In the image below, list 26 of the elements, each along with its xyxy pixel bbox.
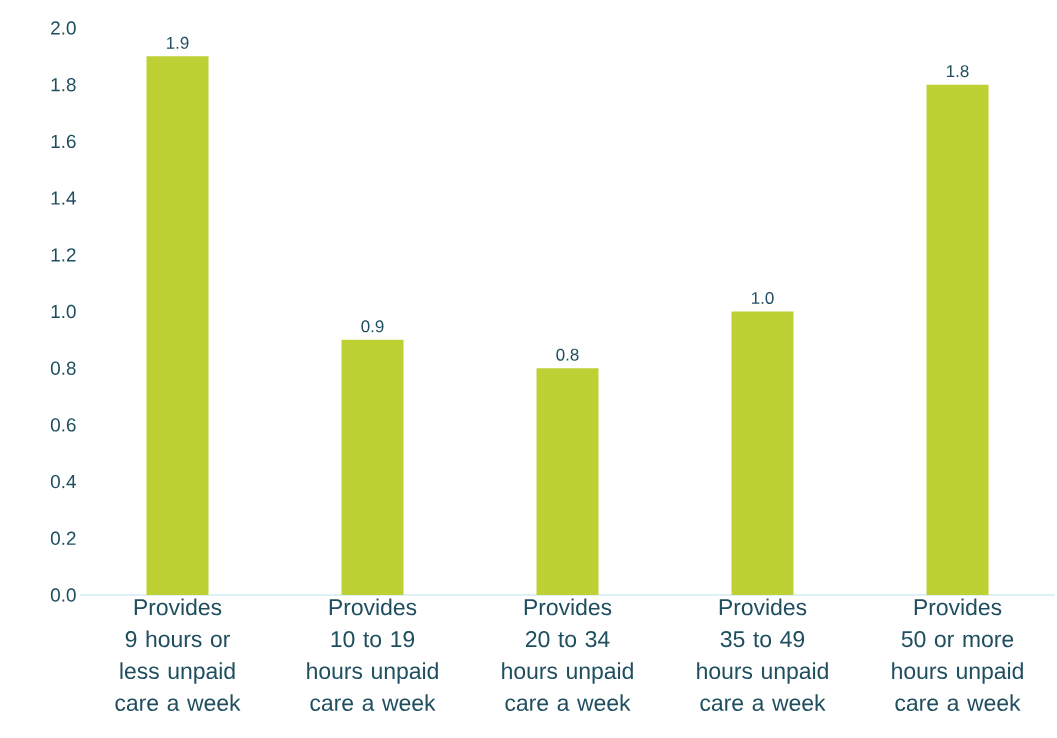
bar xyxy=(341,339,404,595)
data-label: 1.0 xyxy=(752,291,774,304)
x-tick-label: Provides 20 to 34 hours unpaid care a week xyxy=(502,598,633,711)
y-tick-label: 0.8 xyxy=(50,361,76,375)
bar xyxy=(536,368,599,595)
x-tick-label: Provides 10 to 19 hours unpaid care a week xyxy=(307,598,438,711)
y-tick-label: 0.2 xyxy=(50,531,76,545)
data-label: 1.9 xyxy=(167,36,189,49)
y-tick-label: 0.4 xyxy=(50,474,76,489)
y-tick-label: 1.4 xyxy=(51,191,76,205)
y-tick-label: 0.0 xyxy=(50,588,76,602)
bar xyxy=(731,311,794,595)
data-label: 0.8 xyxy=(556,348,579,361)
y-tick-label: 0.6 xyxy=(50,418,76,432)
y-tick-label: 1.6 xyxy=(51,134,76,149)
data-label: 1.8 xyxy=(947,65,969,78)
x-tick-label: Provides 50 or more hours unpaid care a week xyxy=(892,598,1023,711)
x-tick-label: Provides 9 hours or less unpaid care a week xyxy=(115,598,241,711)
y-tick-label: 1.2 xyxy=(51,248,76,262)
y-tick-label: 2.0 xyxy=(51,21,76,35)
bar xyxy=(926,84,989,595)
y-tick-label: 1.0 xyxy=(51,304,76,319)
x-tick-label: Provides 35 to 49 hours unpaid care a week xyxy=(697,598,828,711)
y-tick-label: 1.8 xyxy=(51,77,76,92)
bar xyxy=(146,56,209,595)
data-label: 0.9 xyxy=(361,320,384,333)
